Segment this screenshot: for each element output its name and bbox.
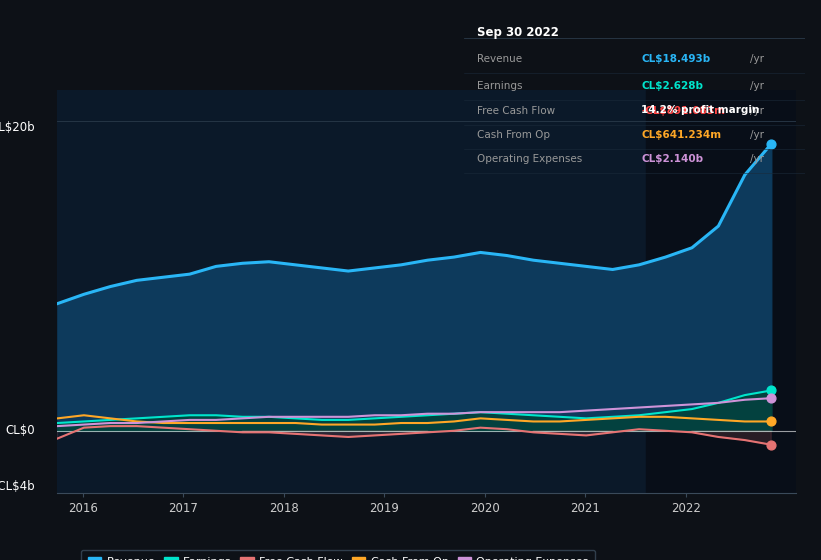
Point [764,139,777,148]
Text: CL$0: CL$0 [6,424,35,437]
Text: Operating Expenses: Operating Expenses [478,154,583,164]
Text: -CL$4b: -CL$4b [0,480,35,493]
Text: CL$641.234m: CL$641.234m [641,130,721,140]
Text: /yr: /yr [750,81,764,91]
Text: CL$2.628b: CL$2.628b [641,81,703,91]
Point [764,386,777,395]
Text: CL$2.140b: CL$2.140b [641,154,703,164]
Point [764,417,777,426]
Legend: Revenue, Earnings, Free Cash Flow, Cash From Op, Operating Expenses: Revenue, Earnings, Free Cash Flow, Cash … [81,550,595,560]
Text: /yr: /yr [750,154,764,164]
Text: /yr: /yr [750,130,764,140]
Text: CL$20b: CL$20b [0,120,35,134]
Point [764,440,777,449]
Text: CL$18.493b: CL$18.493b [641,54,710,63]
Text: 14.2% profit margin: 14.2% profit margin [641,105,759,115]
Point [764,394,777,403]
Text: Sep 30 2022: Sep 30 2022 [478,26,559,39]
Text: /yr: /yr [750,106,764,116]
Text: Earnings: Earnings [478,81,523,91]
Text: /yr: /yr [750,54,764,63]
Text: Cash From Op: Cash From Op [478,130,551,140]
Text: -CL$891.083m: -CL$891.083m [641,106,725,116]
Text: Free Cash Flow: Free Cash Flow [478,106,556,116]
Bar [645,90,821,493]
Text: Revenue: Revenue [478,54,523,63]
